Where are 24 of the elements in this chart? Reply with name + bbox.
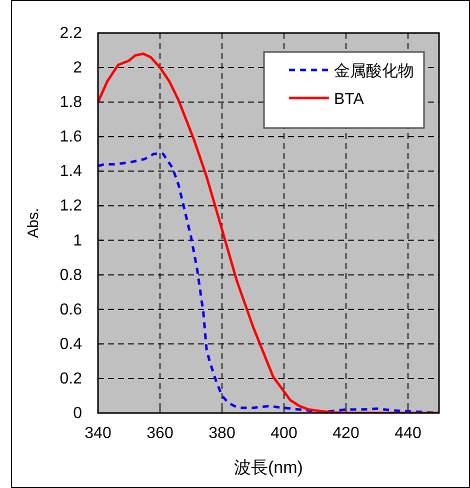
legend-label: 金属酸化物 — [334, 62, 414, 80]
y-tick-label: 0.8 — [60, 266, 82, 284]
y-tick-label: 0.2 — [60, 370, 82, 388]
y-tick-label: 2 — [73, 60, 82, 77]
line-series — [98, 52, 439, 413]
y-tick-label: 1.8 — [60, 94, 82, 112]
y-tick-label: 0.6 — [60, 301, 82, 318]
x-tick-label: 380 — [208, 425, 236, 442]
y-tick-label: 2.2 — [60, 25, 82, 42]
line-series — [98, 152, 439, 413]
y-tick-label: 1.4 — [60, 163, 82, 180]
y-axis-title: Abs. — [25, 208, 42, 238]
y-tick-label: 0 — [73, 405, 82, 422]
x-axis-title: 波長(nm) — [234, 458, 303, 477]
x-tick-label: 360 — [146, 425, 174, 442]
x-tick-label: 340 — [84, 425, 112, 442]
x-tick-label: 400 — [270, 425, 298, 442]
legend-label: BTA — [334, 91, 364, 108]
x-tick-label: 440 — [394, 425, 422, 442]
y-tick-label: 0.4 — [60, 336, 82, 353]
y-tick-label: 1 — [73, 232, 82, 250]
y-tick-label: 1.2 — [60, 198, 82, 215]
x-tick-label: 420 — [332, 425, 360, 442]
y-tick-label: 1.6 — [60, 128, 82, 146]
